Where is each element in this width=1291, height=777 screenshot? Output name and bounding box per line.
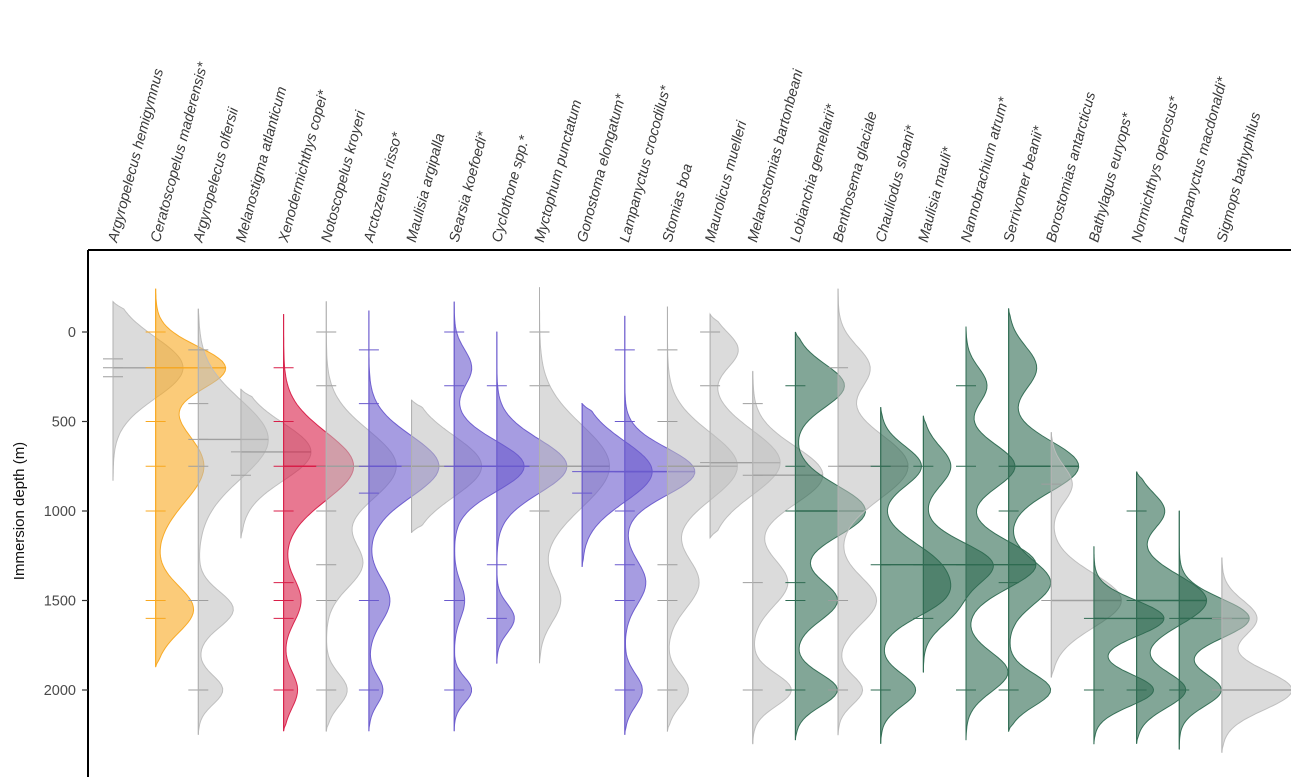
species-label: Cyclothone spp.*: [489, 133, 533, 244]
violin-6: [358, 310, 440, 732]
violin-density: [197, 308, 269, 735]
violin-2: [188, 308, 269, 735]
y-tick-label: 1500: [44, 594, 76, 610]
species-label: Maulisia argipalla: [404, 132, 448, 244]
violin-density: [965, 326, 1037, 741]
violin-density: [794, 331, 866, 741]
violin-group: [103, 287, 1291, 753]
y-tick-group: 0 500 1000 1500 2000: [44, 325, 88, 699]
species-label: Searsia koefoedi*: [447, 129, 492, 244]
species-label: Maurolicus muelleri: [703, 118, 751, 244]
violin-density: [325, 301, 397, 732]
axes-group: [87, 249, 1291, 777]
species-label: Bathylagus euryops*: [1086, 110, 1136, 244]
species-label: Myctophum punctatum: [532, 98, 585, 244]
violin-density: [368, 310, 440, 732]
violin-density: [1007, 308, 1080, 732]
violin-density: [453, 301, 525, 732]
violin-density: [666, 306, 738, 732]
species-label: Serrivomer beanii*: [1001, 123, 1048, 244]
violin-21: [998, 308, 1080, 732]
violin-19: [913, 415, 994, 673]
violin-13: [657, 306, 738, 732]
y-tick-label: 1000: [44, 504, 76, 520]
species-label: Argyropelecus olfersii: [190, 105, 242, 245]
y-tick-label: 2000: [44, 683, 76, 699]
y-tick-label: 0: [68, 325, 76, 341]
species-label: Normichthys operosus*: [1129, 94, 1184, 244]
species-label: Nannobrachium atrum*: [958, 95, 1012, 244]
y-tick-label: 500: [52, 415, 76, 431]
species-label: Stomias boa: [660, 162, 696, 244]
violin-12: [614, 315, 696, 735]
y-axis-title: Immersion depth (m): [11, 442, 28, 580]
violin-density: [1221, 557, 1291, 753]
species-label: Chauliodus sloani*: [873, 123, 920, 244]
violin-density: [837, 288, 909, 736]
violin-17: [828, 288, 909, 736]
species-label: Benthosema glaciale: [830, 110, 880, 244]
species-label: Maulisia mauli*: [916, 144, 957, 244]
violin-26: [1211, 557, 1291, 753]
species-label: Arctozenus risso*: [361, 130, 406, 245]
species-label: Lobianchia gemellarii*: [788, 102, 841, 244]
species-label: Notoscopelus kroyeri: [319, 108, 370, 244]
species-label: Sigmops bathyphilus: [1214, 111, 1264, 244]
violin-8: [444, 301, 525, 732]
violin-4: [273, 314, 355, 732]
violin-density: [283, 314, 355, 732]
